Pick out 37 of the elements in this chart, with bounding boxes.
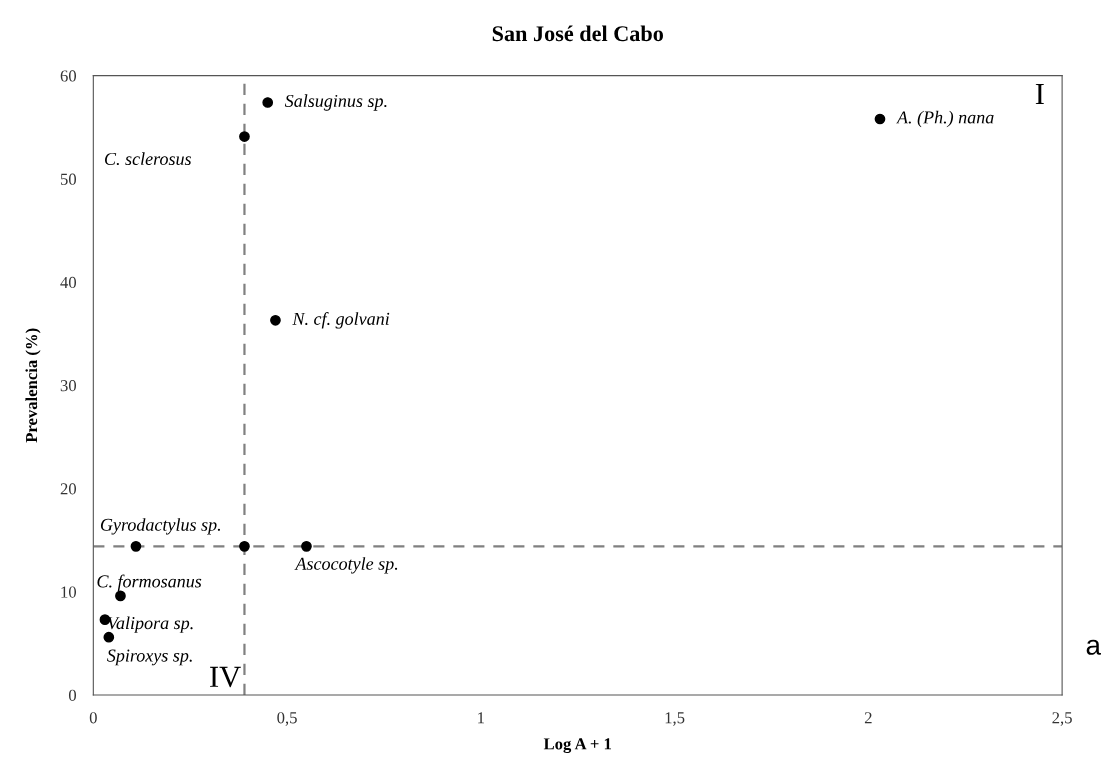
point (130, 540, 142, 552)
point (262, 97, 274, 108)
annotation: Spiroxys sp. (107, 649, 192, 666)
annotation: N. cf. golvani (292, 312, 390, 329)
x-axis-title: Log A + 1 (543, 738, 612, 753)
point (103, 631, 115, 643)
annotation: Valipora sp. (107, 616, 193, 633)
point (239, 131, 250, 142)
chart-title: San José del Cabo (492, 25, 663, 42)
annotation: C. sclerosus (104, 152, 192, 166)
y-tick-label: 60 (60, 70, 77, 82)
annotation: Salsuginus sp. (284, 94, 387, 111)
x-tick-label: 0,5 (277, 712, 297, 726)
x-tick-label: 2,5 (1052, 712, 1072, 726)
x-tick-label: 0 (89, 712, 97, 724)
y-tick-label: 50 (60, 173, 77, 185)
point (874, 113, 886, 125)
point (115, 590, 126, 602)
x-tick-label: 2 (864, 712, 872, 724)
point (239, 540, 250, 552)
annotation: A. (Ph.) nana (896, 110, 994, 128)
annotation: Gyrodactylus sp. (100, 518, 220, 535)
y-tick-label: 30 (60, 380, 77, 392)
annotation: Ascocotyle sp. (294, 557, 398, 574)
y-tick-label: 10 (61, 586, 77, 598)
annotation: I (1035, 84, 1044, 105)
annotation: C. formosanus (97, 574, 202, 592)
y-tick-label: 40 (60, 276, 77, 289)
y-axis-title: Prevalencia (%) (25, 328, 41, 443)
point (270, 314, 281, 326)
annotation: IV (210, 666, 241, 688)
x-tick-label: 1 (478, 712, 485, 724)
x-tick-label: 1,5 (665, 712, 685, 726)
y-tick-label: 20 (60, 483, 77, 495)
y-tick-label: 0 (68, 689, 77, 701)
text: a (1086, 639, 1101, 655)
point (301, 540, 312, 552)
